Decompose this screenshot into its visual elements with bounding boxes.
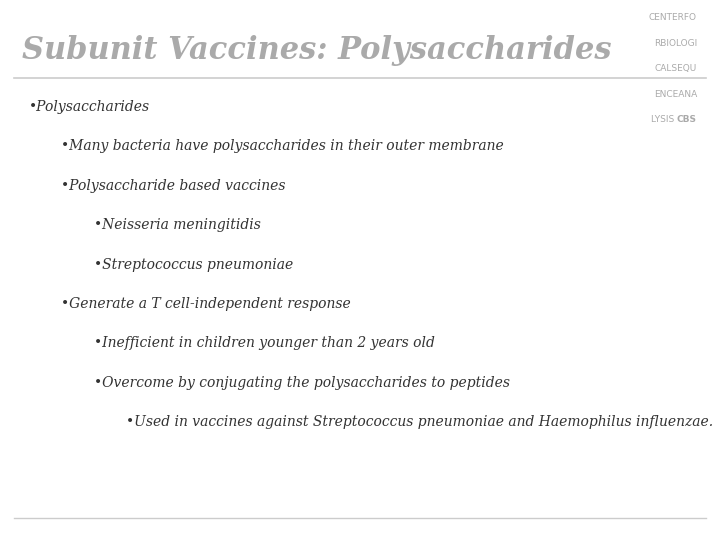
Text: •Overcome by conjugating the polysaccharides to peptides: •Overcome by conjugating the polysacchar… <box>94 376 510 390</box>
Text: •Generate a T cell-independent response: •Generate a T cell-independent response <box>61 297 351 311</box>
Text: CENTERFO: CENTERFO <box>649 14 697 23</box>
Text: •Inefficient in children younger than 2 years old: •Inefficient in children younger than 2 … <box>94 336 434 350</box>
Text: Subunit Vaccines: Polysaccharides: Subunit Vaccines: Polysaccharides <box>22 35 611 66</box>
Text: •Polysaccharides: •Polysaccharides <box>29 100 150 114</box>
Text: CALSEQU: CALSEQU <box>654 64 697 73</box>
Text: •Streptococcus pneumoniae: •Streptococcus pneumoniae <box>94 258 293 272</box>
Text: RBIOLOGI: RBIOLOGI <box>654 39 697 48</box>
Text: •Neisseria meningitidis: •Neisseria meningitidis <box>94 218 261 232</box>
Text: •Many bacteria have polysaccharides in their outer membrane: •Many bacteria have polysaccharides in t… <box>61 139 504 153</box>
Text: CBS: CBS <box>677 115 697 124</box>
Text: ENCEANA: ENCEANA <box>654 90 697 99</box>
Text: •Polysaccharide based vaccines: •Polysaccharide based vaccines <box>61 179 286 193</box>
Text: •Used in vaccines against Streptococcus pneumoniae and Haemophilus influenzae.: •Used in vaccines against Streptococcus … <box>126 415 713 429</box>
Text: LYSIS: LYSIS <box>651 115 677 124</box>
